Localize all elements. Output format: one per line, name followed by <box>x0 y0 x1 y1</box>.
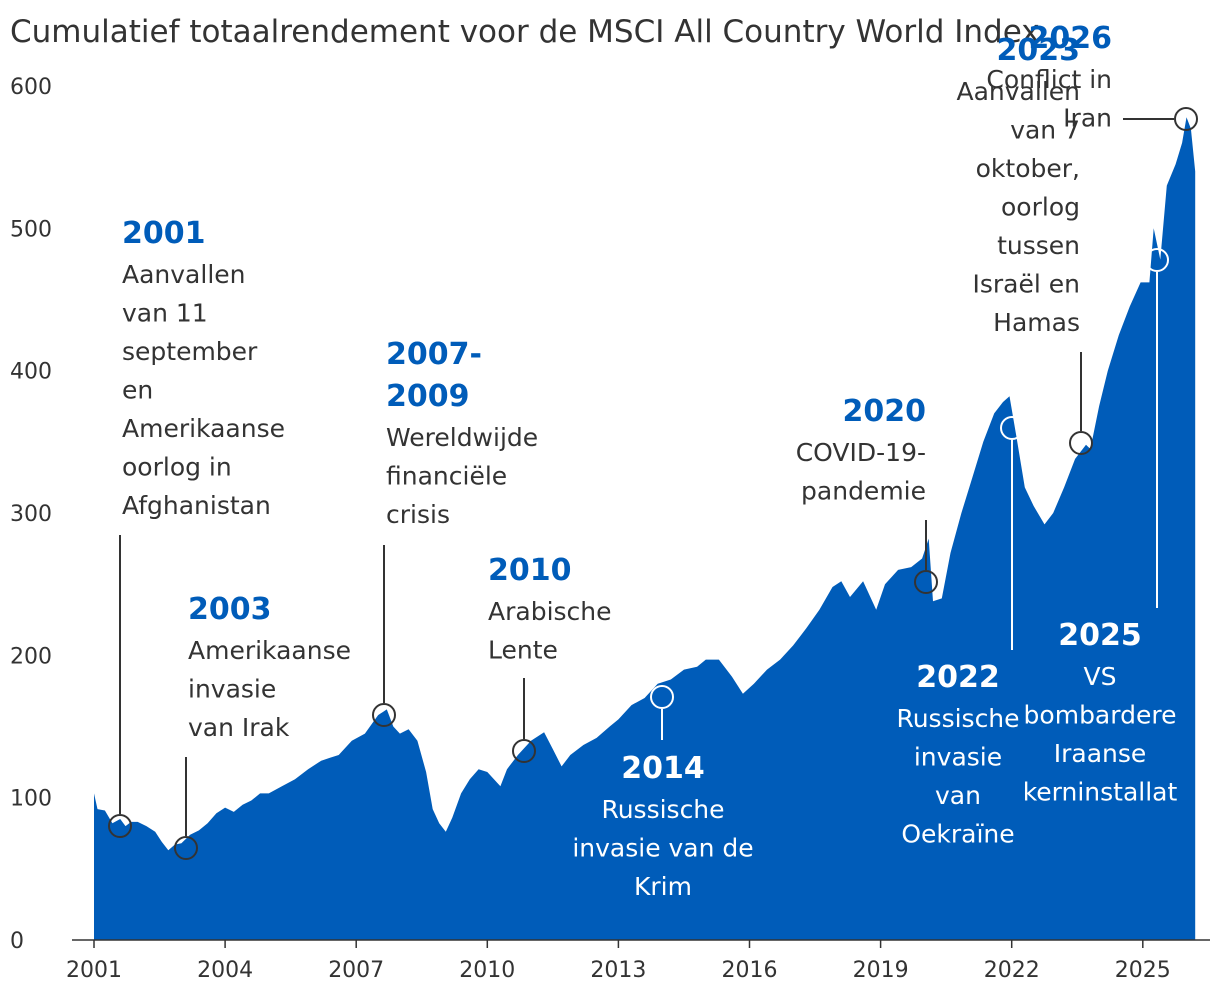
x-tick-label: 2019 <box>853 958 909 983</box>
x-tick-label: 2001 <box>66 958 122 983</box>
annotation-text: Aanvallen <box>957 77 1081 106</box>
annotation-year: 2001 <box>122 216 206 251</box>
annotation-text: en <box>122 376 153 405</box>
annotation-2025: 2025 VS bombardere Iraanse kerninstallat <box>1023 248 1178 807</box>
annotation-text: COVID-19- <box>796 438 926 467</box>
annotation-year: 2003 <box>188 592 272 627</box>
annotation-text: van Irak <box>188 713 290 742</box>
annotation-2010: 2010 Arabische Lente <box>488 553 612 763</box>
x-tick-label: 2013 <box>590 958 646 983</box>
annotation-year: 2007- <box>386 337 482 372</box>
annotation-2003: 2003 Amerikaanse invasie van Irak <box>174 592 351 860</box>
x-tick-label: 2016 <box>722 958 778 983</box>
annotation-text: Oekraïne <box>901 820 1014 849</box>
annotation-text: tussen <box>997 231 1080 260</box>
annotation-text: Conflict in <box>986 65 1112 94</box>
annotation-text: Iran <box>1063 104 1112 133</box>
annotation-text: oorlog <box>1001 193 1080 222</box>
annotation-year: 2025 <box>1058 618 1142 653</box>
annotation-year: 2020 <box>843 394 927 429</box>
annotation-text: Amerikaanse <box>122 414 285 443</box>
annotation-year: 2026 <box>1029 21 1113 56</box>
annotation-year: 2022 <box>916 660 1000 695</box>
annotation-text: invasie <box>188 675 276 704</box>
plot-area <box>94 117 1196 941</box>
event-marker <box>1174 107 1198 131</box>
annotation-text: crisis <box>386 500 450 529</box>
x-axis: 2001 2004 2007 2010 2013 2016 2019 2022 2025 <box>66 939 1210 983</box>
annotation-2022: 2022 Russische invasie van Oekraïne <box>896 416 1024 849</box>
event-marker <box>174 836 198 860</box>
annotation-year: 2023 <box>997 33 1081 68</box>
annotation-text: bombardere <box>1024 701 1177 730</box>
y-tick-label: 200 <box>10 644 52 669</box>
annotation-text: september <box>122 337 258 366</box>
annotation-2023: 2023 Aanvallen van 7 oktober, oorlog tussen Is… <box>957 33 1093 455</box>
y-tick-label: 300 <box>10 502 52 527</box>
event-marker <box>1000 416 1024 440</box>
annotation-text: van 7 <box>1010 116 1080 145</box>
annotation-text: invasie <box>914 743 1002 772</box>
annotation-text: pandemie <box>801 477 926 506</box>
annotation-year: 2014 <box>621 751 705 786</box>
annotation-text: Afghanistan <box>122 491 271 520</box>
event-marker <box>372 703 396 727</box>
annotation-text: oorlog in <box>122 453 232 482</box>
annotation-text: VS <box>1084 662 1117 691</box>
annotation-text: Arabische <box>488 597 612 626</box>
event-marker <box>650 685 674 709</box>
annotation-text: Hamas <box>993 308 1080 337</box>
x-tick-label: 2022 <box>984 958 1040 983</box>
event-marker <box>512 739 536 763</box>
y-tick-label: 400 <box>10 360 52 385</box>
annotation-text: invasie van de <box>572 834 753 863</box>
x-tick-label: 2007 <box>328 958 384 983</box>
annotation-text: kerninstallat <box>1023 778 1178 807</box>
annotation-text: financiële <box>386 462 507 491</box>
x-tick-label: 2010 <box>459 958 515 983</box>
annotation-2014: 2014 Russische invasie van de Krim <box>572 685 754 901</box>
annotation-text: Lente <box>488 636 558 665</box>
annotation-text: van <box>935 781 981 810</box>
annotation-2001: 2001 Aanvallen van 11 september en Amerikaans… <box>108 216 285 838</box>
y-tick-label: 600 <box>10 75 52 100</box>
annotation-year: 2009 <box>386 379 470 414</box>
y-tick-label: 100 <box>10 787 52 812</box>
event-marker <box>1145 248 1169 272</box>
y-tick-label: 500 <box>10 217 52 242</box>
event-marker <box>1069 431 1093 455</box>
annotation-text: Russische <box>896 704 1019 733</box>
y-axis: 0 100 200 300 400 500 600 <box>10 75 52 954</box>
annotation-text: Aanvallen <box>122 260 246 289</box>
annotation-text: Wereldwijde <box>386 423 538 452</box>
annotation-year: 2010 <box>488 553 572 588</box>
annotation-text: Russische <box>601 795 724 824</box>
annotation-text: van 11 <box>122 299 208 328</box>
annotation-text: oktober, <box>976 154 1080 183</box>
annotation-text: Amerikaanse <box>188 636 351 665</box>
annotation-text: Iraanse <box>1054 739 1147 768</box>
annotation-text: Israël en <box>973 270 1081 299</box>
chart-title: Cumulatief totaalrendement voor de MSCI … <box>10 14 1040 50</box>
event-marker <box>108 814 132 838</box>
x-tick-label: 2004 <box>197 958 253 983</box>
annotation-2020: 2020 COVID-19- pandemie <box>796 394 938 594</box>
x-tick-label: 2025 <box>1115 958 1171 983</box>
event-marker <box>914 570 938 594</box>
annotations: 2001 Aanvallen van 11 september en Amerikaans… <box>108 21 1198 901</box>
annotation-text: Krim <box>634 872 692 901</box>
annotation-2007: 2007- 2009 Wereldwijde financiële crisis <box>372 337 538 727</box>
y-tick-label: 0 <box>10 929 24 954</box>
annotation-2026: 2026 Conflict in Iran <box>986 21 1198 133</box>
area-series <box>94 117 1196 941</box>
